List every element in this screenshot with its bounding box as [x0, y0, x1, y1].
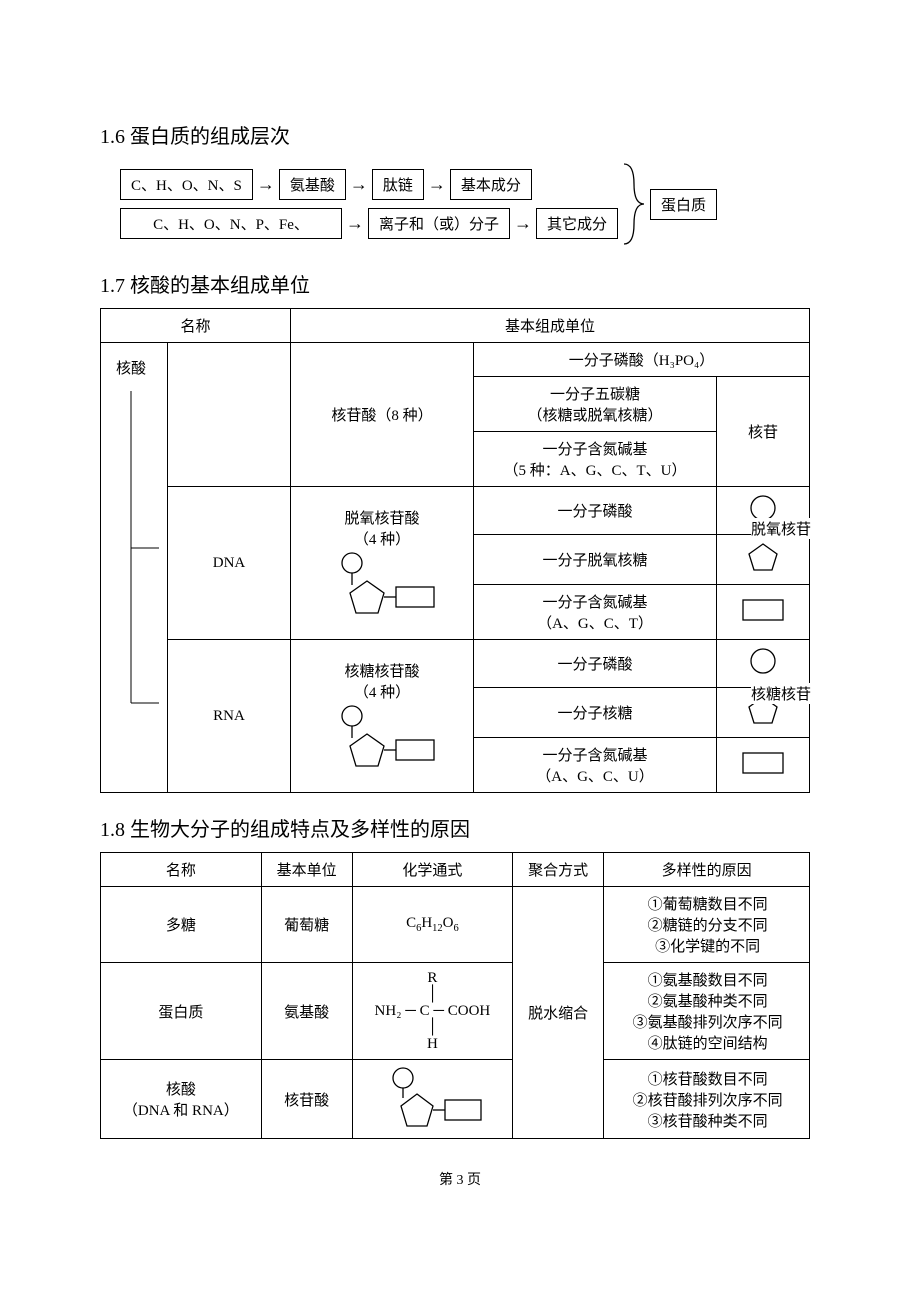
- cell-glucose-formula: C6H12O6: [352, 887, 512, 963]
- macromolecule-table: 名称 基本单位 化学通式 聚合方式 多样性的原因 多糖 葡萄糖 C6H12O6 …: [100, 852, 810, 1139]
- cell-pentagon-icon: [717, 535, 810, 585]
- arrow-icon: [342, 213, 368, 234]
- section-1-8-title: 1.8 生物大分子的组成特点及多样性的原因: [100, 813, 820, 842]
- nucleotide-icon: [377, 1066, 487, 1132]
- section-1-6-title: 1.6 蛋白质的组成层次: [100, 120, 820, 149]
- th-name: 名称: [101, 309, 291, 343]
- cell-nucleotide8: 核苷酸（8 种）: [291, 343, 474, 487]
- nucleotide-icon: [322, 702, 442, 772]
- cell-pentose: 一分子五碳糖 （核糖或脱氧核糖）: [474, 377, 717, 432]
- amino-h: H: [375, 1036, 491, 1053]
- th: 化学通式: [352, 853, 512, 887]
- arrow-icon: [346, 174, 372, 195]
- label-ribo-nucleoside: 核糖核苷: [751, 683, 811, 704]
- cell-rna-sugar: 一分子核糖: [474, 688, 717, 738]
- label-ribo-a: 核糖核苷酸: [297, 660, 467, 681]
- flow-row-1: C、H、O、N、S 氨基酸 肽链 基本成分: [120, 169, 618, 200]
- cell-deoxy4: 脱氧核苷酸 （4 种）: [291, 487, 474, 640]
- th: 名称: [101, 853, 262, 887]
- arrow-icon: [424, 174, 450, 195]
- cell-nucleic-tree: 核酸: [101, 343, 168, 793]
- cell-bondtype: 脱水缩合: [513, 887, 604, 1139]
- cell-na-name: 核酸 （DNA 和 RNA）: [101, 1060, 262, 1139]
- cell-prot-reasons: ①氨基酸数目不同 ②氨基酸种类不同 ③氨基酸排列次序不同 ④肽链的空间结构: [604, 963, 810, 1060]
- cell-rna: RNA: [168, 640, 291, 793]
- cell-na-formula: [352, 1060, 512, 1139]
- cell-rect-and-label: [717, 585, 810, 640]
- flow-box: 基本成分: [450, 169, 532, 200]
- flow-row-2: C、H、O、N、P、Fe、 离子和（或）分子 其它成分: [120, 208, 618, 239]
- th: 基本单位: [261, 853, 352, 887]
- cell-rect-icon: [717, 738, 810, 793]
- cell-blank: [168, 343, 291, 487]
- rect-icon: [741, 598, 785, 622]
- cell-nucleoside: 核苷: [717, 377, 810, 487]
- cell-nucleotide: 核苷酸: [261, 1060, 352, 1139]
- arrow-icon: [253, 174, 279, 195]
- amino-cooh: COOH: [448, 1003, 491, 1019]
- page-number: 第 3 页: [100, 1169, 820, 1189]
- bond-icon: │: [375, 1019, 491, 1036]
- circle-icon: [748, 646, 778, 676]
- label-deoxy-b: （4 种）: [297, 528, 467, 549]
- cell-nbase5: 一分子含氮碱基 （5 种：A、G、C、T、U）: [474, 432, 717, 487]
- arrow-icon: [510, 213, 536, 234]
- rect-icon: [741, 751, 785, 775]
- cell-rna-base: 一分子含氮碱基 （A、G、C、U）: [474, 738, 717, 793]
- cell-rna-phos: 一分子磷酸: [474, 640, 717, 688]
- nucleic-acid-table: 名称 基本组成单位 核酸 核苷酸（8 种） 一分子磷酸（H₃PO₄） 一分子五碳…: [100, 308, 810, 793]
- cell-amino-formula: R │ NH₂ ─ C ─ COOH │ H: [352, 963, 512, 1060]
- cell-ribo4: 核糖核苷酸 （4 种）: [291, 640, 474, 793]
- flow-box: 离子和（或）分子: [368, 208, 510, 239]
- cell-protein: 蛋白质: [101, 963, 262, 1060]
- bond-icon: │: [375, 986, 491, 1003]
- tree-svg: [101, 343, 161, 803]
- flow-box: 其它成分: [536, 208, 618, 239]
- label-deoxy-a: 脱氧核苷酸: [297, 507, 467, 528]
- cell-amino: 氨基酸: [261, 963, 352, 1060]
- pentagon-icon: [746, 541, 780, 573]
- flow-result-box: 蛋白质: [650, 189, 717, 220]
- cell-dna-base: 一分子含氮碱基 （A、G、C、T）: [474, 585, 717, 640]
- cell-dna-phos: 一分子磷酸: [474, 487, 717, 535]
- label-deoxy-nucleoside: 脱氧核苷: [751, 518, 811, 539]
- cell-poly-reasons: ①葡萄糖数目不同 ②糖链的分支不同 ③化学键的不同: [604, 887, 810, 963]
- label-ribo-b: （4 种）: [297, 681, 467, 702]
- brace-icon: [624, 159, 644, 249]
- flow-box: 肽链: [372, 169, 424, 200]
- nucleotide-icon: [322, 549, 442, 619]
- th-unit: 基本组成单位: [291, 309, 810, 343]
- label-nucleic-acid: 核酸: [116, 357, 146, 378]
- amino-nh2: NH₂: [375, 1003, 402, 1019]
- flow-box: 氨基酸: [279, 169, 346, 200]
- cell-dna: DNA: [168, 487, 291, 640]
- th: 多样性的原因: [604, 853, 810, 887]
- th: 聚合方式: [513, 853, 604, 887]
- bond-icon: ─: [433, 1003, 447, 1019]
- cell-glucose: 葡萄糖: [261, 887, 352, 963]
- cell-phosphate: 一分子磷酸（H₃PO₄）: [474, 343, 810, 377]
- cell-poly: 多糖: [101, 887, 262, 963]
- protein-flowchart: C、H、O、N、S 氨基酸 肽链 基本成分 C、H、O、N、P、Fe、 离子和（…: [120, 159, 820, 249]
- brace-svg: [624, 159, 644, 249]
- cell-na-reasons: ①核苷酸数目不同 ②核苷酸排列次序不同 ③核苷酸种类不同: [604, 1060, 810, 1139]
- cell-circle-icon: [717, 640, 810, 688]
- cell-dna-sugar: 一分子脱氧核糖: [474, 535, 717, 585]
- section-1-7-title: 1.7 核酸的基本组成单位: [100, 269, 820, 298]
- amino-r: R: [375, 970, 491, 987]
- flow-box: C、H、O、N、P、Fe、: [120, 208, 342, 239]
- bond-icon: ─: [405, 1003, 419, 1019]
- flow-box: C、H、O、N、S: [120, 169, 253, 200]
- amino-c: C: [420, 1003, 430, 1019]
